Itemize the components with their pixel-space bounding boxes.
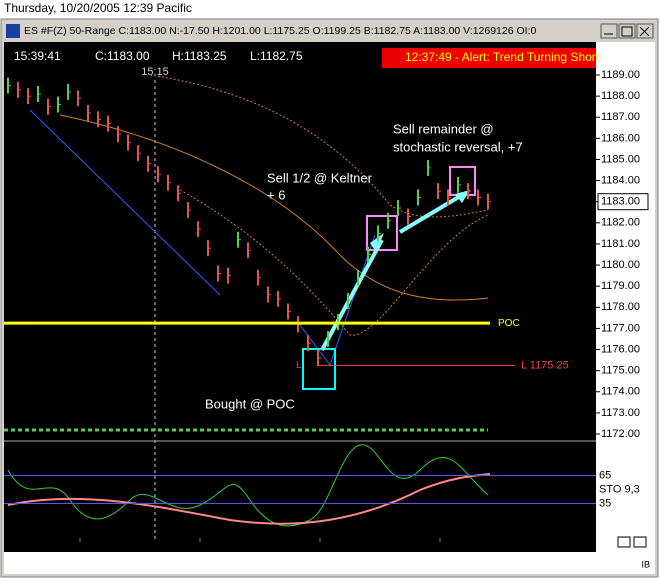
- annotation-text: Sell 1/2 @ Keltner: [267, 170, 373, 185]
- window-title: ES #F(Z) 50-Range C:1183.00 N:-17.50 H:1…: [24, 25, 536, 37]
- low-label: L 1175.25: [521, 359, 569, 371]
- footer-label: IB: [641, 559, 650, 569]
- current-price-label: 1183.00: [601, 196, 640, 208]
- price-tick-label: 1174.00: [601, 386, 640, 398]
- app-icon: [6, 24, 20, 38]
- price-tick-label: 1186.00: [601, 132, 640, 144]
- info-time: 15:39:41: [14, 49, 61, 63]
- panel-button[interactable]: [617, 536, 631, 548]
- stochastic-lines: [7, 444, 491, 527]
- price-tick-label: 1189.00: [601, 69, 640, 81]
- time-tick-label: 15:01: [66, 540, 94, 552]
- stochastic-tick-label: 35: [599, 497, 611, 509]
- annotation-text: + 6: [267, 187, 285, 202]
- price-tick-label: 1177.00: [601, 322, 640, 334]
- current-price-arrow: [581, 198, 592, 206]
- price-tick-label: 1181.00: [601, 238, 640, 250]
- current-price-box: [597, 193, 649, 211]
- time-tick-label: 15:20: [186, 540, 214, 552]
- price-tick-label: 1175.00: [601, 365, 640, 377]
- price-axis: [596, 42, 655, 552]
- minimize-button[interactable]: [600, 23, 618, 39]
- annotation-shapes: [302, 166, 476, 390]
- low-marker: L: [296, 360, 302, 371]
- price-tick-label: 1187.00: [601, 111, 640, 123]
- window-buttons: [600, 23, 654, 39]
- alert-text: 12:37:49 - Alert: Trend Turning Short: [405, 50, 600, 64]
- time-tick-label: 15:28: [306, 540, 334, 552]
- info-close: C:1183.00: [95, 49, 150, 63]
- price-tick-label: 1188.00: [601, 90, 640, 102]
- price-tick-label: 1178.00: [601, 301, 640, 313]
- price-tick-label: 1172.00: [601, 428, 640, 440]
- time-axis: [4, 552, 655, 574]
- price-tick-label: 1180.00: [601, 259, 640, 271]
- price-tick-label: 1173.00: [601, 407, 640, 419]
- time-marker-label: 15:15: [141, 66, 169, 78]
- price-tick-label: 1176.00: [601, 343, 640, 355]
- annotation-text: Sell remainder @: [393, 121, 494, 136]
- info-high: H:1183.25: [172, 49, 227, 63]
- annotation-text: stochastic reversal, +7: [393, 139, 523, 154]
- annotation-text: Bought @ POC: [205, 396, 295, 411]
- stochastic-label: STO 9,3: [599, 483, 640, 495]
- stochastic-tick-label: 65: [599, 469, 611, 481]
- price-tick-label: 1185.00: [601, 153, 640, 165]
- keltner-bands: [59, 74, 489, 336]
- poc-label: POC: [498, 318, 520, 329]
- price-tick-label: 1184.00: [601, 174, 640, 186]
- time-tick-label: 15:36: [426, 540, 454, 552]
- chart-area: [4, 42, 596, 552]
- date-header: Thursday, 10/20/2005 12:39 Pacific: [4, 1, 192, 15]
- info-low: L:1182.75: [250, 49, 303, 63]
- alert-box: [382, 48, 596, 68]
- price-tick-label: 1182.00: [601, 217, 640, 229]
- price-tick-label: 1179.00: [601, 280, 640, 292]
- panel-button[interactable]: [633, 536, 647, 548]
